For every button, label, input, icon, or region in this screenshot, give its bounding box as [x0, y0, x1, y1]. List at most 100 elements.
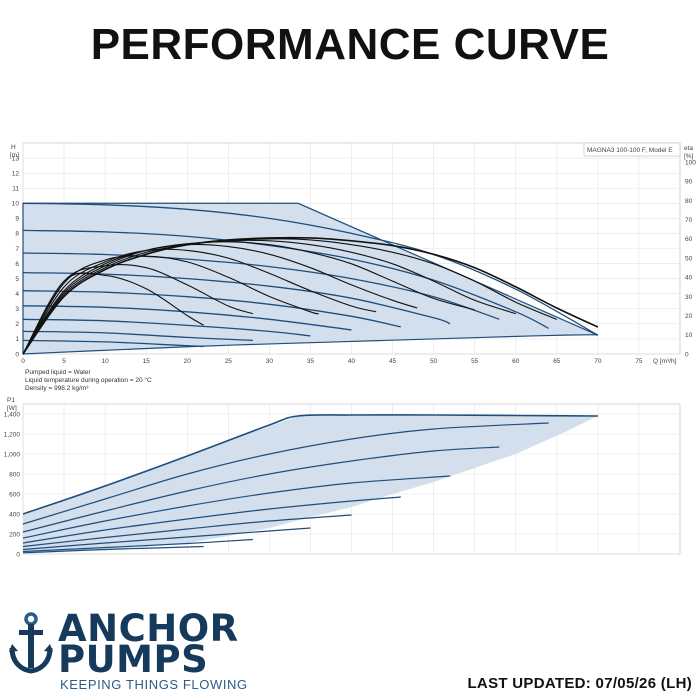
y-tick-label: 9: [15, 216, 19, 223]
y2-tick-label: 50: [685, 255, 693, 262]
x-tick-label: 70: [594, 358, 602, 365]
x-tick-label: 10: [102, 358, 110, 365]
power-axis-label-line1: P1: [7, 397, 15, 404]
head-curve: [22, 202, 599, 336]
x-tick-label: 5: [62, 358, 66, 365]
head-envelope: [22, 202, 599, 355]
head-curve: [22, 305, 352, 331]
power-curve: [22, 422, 549, 525]
power-y-tick-label: 1,400: [4, 411, 21, 418]
brand-name-line1: ANCHOR: [58, 607, 239, 650]
y-tick-label: 12: [12, 170, 20, 177]
efficiency-curve: [22, 239, 516, 355]
power-y-tick-label: 600: [9, 491, 20, 498]
x-tick-label: 20: [184, 358, 192, 365]
y2-tick-label: 100: [685, 159, 696, 166]
power-y-tick-label: 1,000: [4, 451, 21, 458]
power-curve: [22, 496, 401, 544]
power-y-tick-label: 400: [9, 511, 20, 518]
x-tick-label: 30: [266, 358, 274, 365]
power-y-tick-label: 800: [9, 471, 20, 478]
x-tick-label: 50: [430, 358, 438, 365]
legend-box: [583, 142, 681, 157]
x-tick-label: 0: [21, 358, 25, 365]
x-tick-label: 75: [635, 358, 643, 365]
power-axis-label-line2: [W]: [7, 405, 17, 412]
power-curve: [22, 514, 352, 548]
y-tick-label: 1: [15, 336, 19, 343]
x-tick-label: 60: [512, 358, 520, 365]
x-tick-label: 15: [143, 358, 151, 365]
efficiency-curves: [22, 236, 599, 355]
last-updated: LAST UPDATED: 07/05/26 (LH): [467, 675, 692, 692]
y-axis-label-line2: [m]: [10, 152, 19, 159]
head-curve: [22, 271, 451, 325]
y2-tick-label: 40: [685, 275, 693, 282]
y-tick-label: 3: [15, 306, 19, 313]
power-envelope: [23, 416, 598, 554]
y2-tick-label: 0: [685, 351, 689, 358]
y2-tick-label: 60: [685, 236, 693, 243]
efficiency-curve: [22, 241, 475, 355]
power-y-tick-label: 0: [16, 551, 20, 558]
y-tick-label: 5: [15, 276, 19, 283]
note-density: Density = 998.2 kg/m³: [25, 385, 89, 392]
y2-axis-label-line2: [%]: [684, 153, 694, 160]
y-axis-label-line1: H: [11, 144, 16, 151]
power-curves: [22, 414, 598, 554]
head-envelope-area: [22, 202, 599, 355]
y-tick-label: 8: [15, 231, 19, 238]
head-curve: [22, 339, 204, 348]
page-title: PERFORMANCE CURVE: [90, 20, 610, 69]
x-tick-label: 55: [471, 358, 479, 365]
power-curve: [22, 545, 204, 554]
efficiency-curve: [22, 243, 418, 355]
y-tick-label: 6: [15, 261, 19, 268]
y2-tick-label: 30: [685, 294, 693, 301]
x-tick-label: 45: [389, 358, 397, 365]
x-tick-label: 40: [348, 358, 356, 365]
legend-box-label: MAGNA3 100-100 F, Model E: [587, 147, 673, 154]
y-tick-label: 11: [12, 186, 19, 193]
head-curve: [22, 290, 401, 328]
head-curve: [22, 330, 253, 342]
head-efficiency-chart: 0 5 10 15 20 25 30 35 40 45 50 55 60 65 70 750123456789…: [10, 142, 696, 392]
x-tick-label: 35: [307, 358, 315, 365]
y2-axis-label-line1: eta: [684, 145, 693, 152]
efficiency-curve: [22, 238, 558, 355]
y2-tick-label: 20: [685, 313, 693, 320]
power-tick-labels: 0 200 400 600 800 1,000 1,200 1,400: [4, 411, 21, 558]
head-curve: [22, 252, 500, 320]
y-tick-label: 13: [12, 155, 20, 162]
efficiency-curve: [22, 272, 204, 355]
y-tick-label: 10: [12, 201, 20, 208]
power-curve: [22, 538, 253, 553]
x-axis-label: Q [m³/h]: [653, 358, 677, 365]
power-y-tick-label: 1,200: [4, 431, 21, 438]
power-curve: [22, 475, 451, 539]
x-tick-label: 25: [225, 358, 233, 365]
head-curve: [22, 318, 311, 337]
y-tick-label: 4: [15, 291, 19, 298]
power-envelope-area: [23, 416, 598, 554]
y2-tick-label: 10: [685, 332, 693, 339]
power-curve: [22, 527, 311, 551]
y-tick-label: 2: [15, 321, 19, 328]
brand-name-line2: PUMPS: [58, 638, 209, 681]
note-pumped-liquid: Pumped liquid = Water: [25, 369, 92, 376]
brand-tagline: KEEPING THINGS FLOWING: [60, 677, 248, 692]
y2-tick-label: 80: [685, 198, 693, 205]
power-curve: [22, 414, 598, 515]
y-tick-label: 7: [15, 246, 19, 253]
x-tick-label: 65: [553, 358, 561, 365]
anchor-icon: [9, 612, 53, 674]
head-tick-labels: 0 5 10 15 20 25 30 35 40 45 50 55 60 65 70 750123456789…: [12, 155, 696, 365]
power-curve: [22, 446, 500, 533]
power-y-tick-label: 200: [9, 531, 20, 538]
note-liquid-temperature: Liquid temperature during operation = 20…: [25, 376, 152, 384]
y2-tick-label: 90: [685, 179, 693, 186]
efficiency-curve: [22, 255, 319, 355]
y2-tick-label: 70: [685, 217, 693, 224]
y-tick-label: 0: [15, 351, 19, 358]
